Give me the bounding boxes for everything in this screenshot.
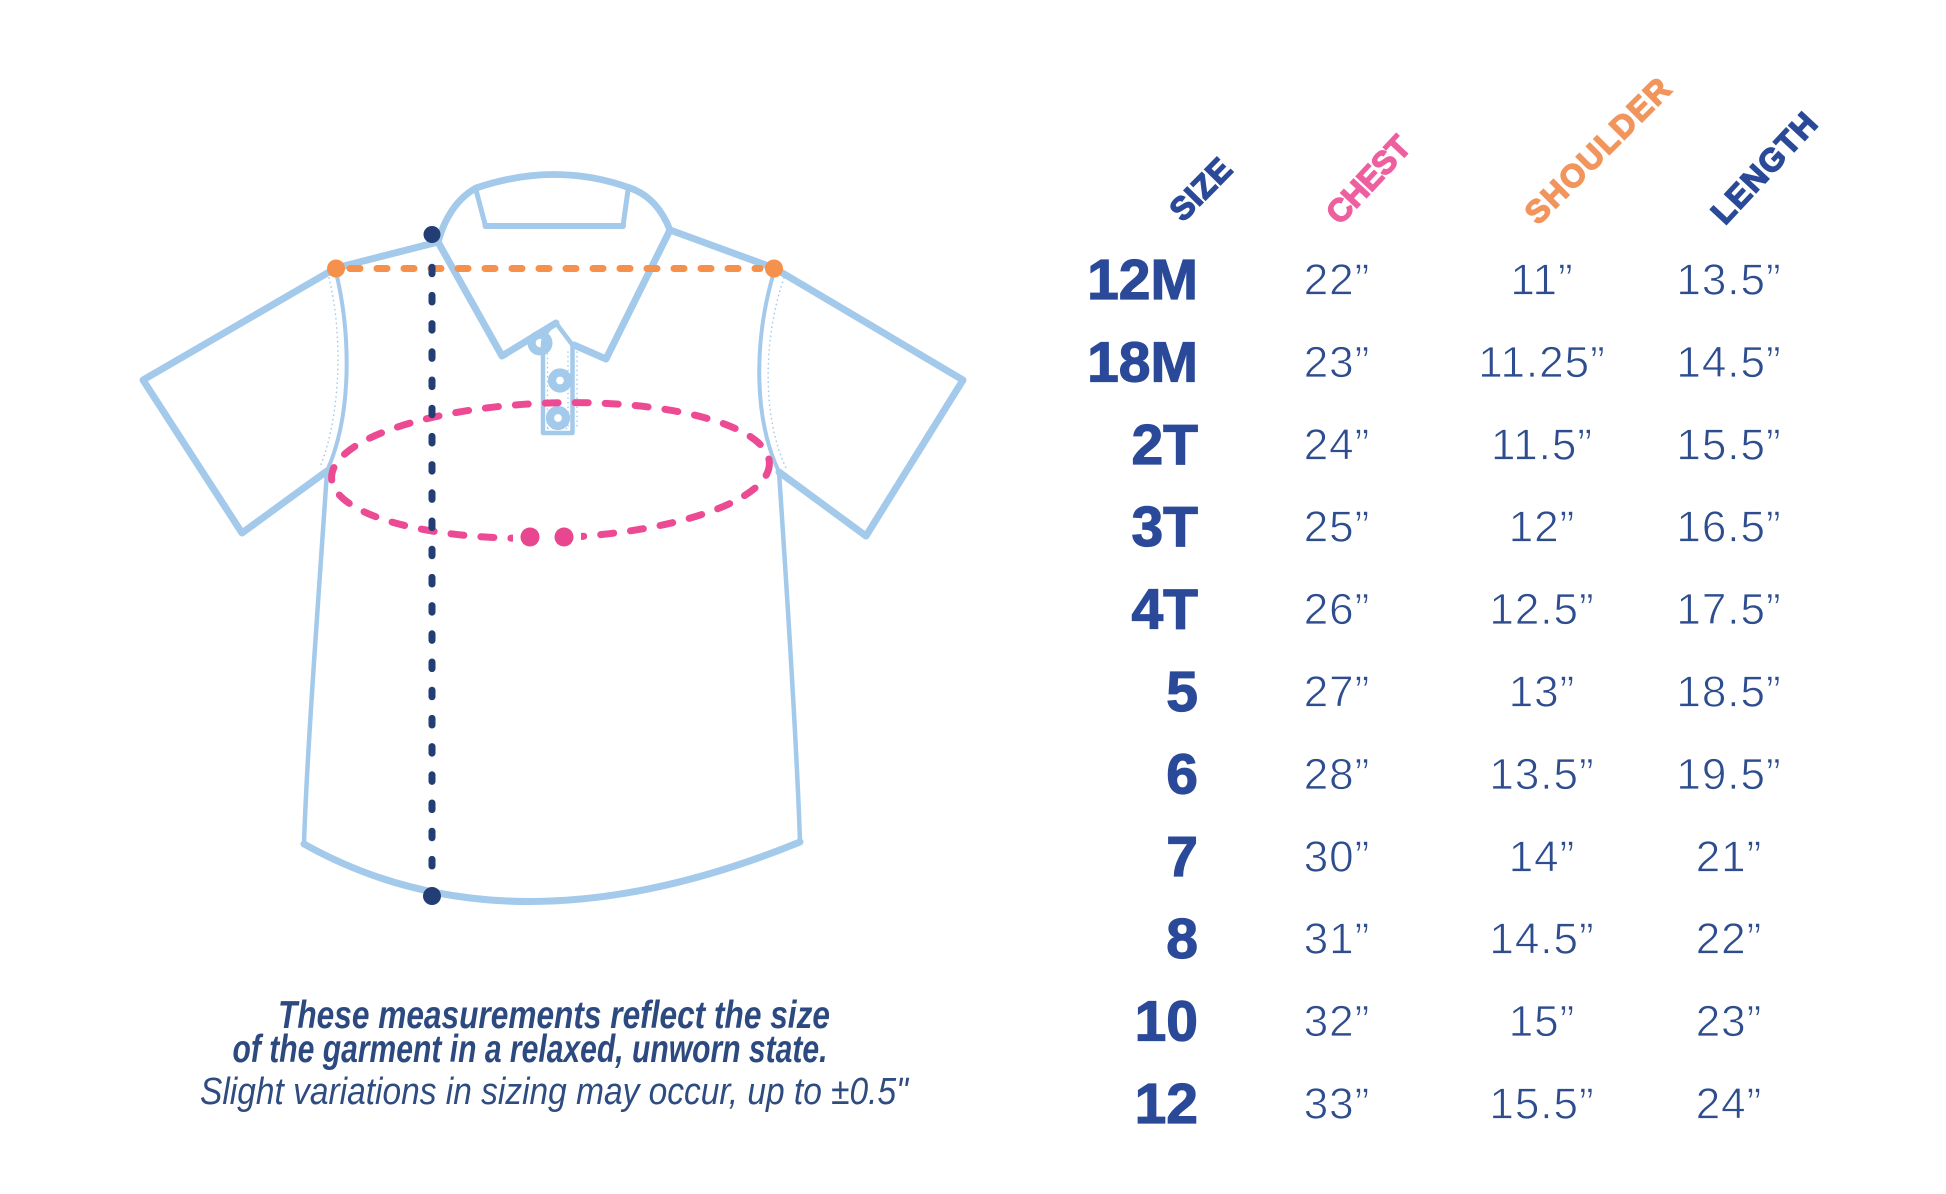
svg-text:14”: 14” xyxy=(1509,832,1576,881)
svg-text:22”: 22” xyxy=(1696,915,1763,964)
svg-text:30”: 30” xyxy=(1304,832,1371,881)
svg-text:14.5”: 14.5” xyxy=(1676,338,1781,387)
svg-text:11”: 11” xyxy=(1510,256,1573,305)
svg-text:5: 5 xyxy=(1166,660,1198,724)
svg-text:11.25”: 11.25” xyxy=(1478,338,1606,387)
svg-text:Slight variations in sizing ma: Slight variations in sizing may occur, u… xyxy=(200,1071,909,1113)
svg-text:LENGTH: LENGTH xyxy=(1704,104,1825,230)
svg-text:23”: 23” xyxy=(1304,338,1371,387)
svg-text:6: 6 xyxy=(1166,742,1198,806)
svg-text:14.5”: 14.5” xyxy=(1489,915,1594,964)
svg-text:33”: 33” xyxy=(1304,1080,1371,1129)
svg-text:26”: 26” xyxy=(1304,585,1371,634)
svg-text:2T: 2T xyxy=(1131,413,1198,477)
svg-text:25”: 25” xyxy=(1304,503,1371,552)
svg-text:23”: 23” xyxy=(1696,997,1763,1046)
svg-text:15.5”: 15.5” xyxy=(1676,420,1781,469)
svg-text:SIZE: SIZE xyxy=(1162,151,1239,228)
svg-text:3T: 3T xyxy=(1131,495,1198,559)
svg-text:24”: 24” xyxy=(1696,1080,1763,1129)
svg-text:4T: 4T xyxy=(1131,578,1198,642)
svg-text:16.5”: 16.5” xyxy=(1676,503,1781,552)
svg-text:12”: 12” xyxy=(1509,503,1576,552)
svg-text:15.5”: 15.5” xyxy=(1489,1080,1594,1129)
svg-text:SHOULDER: SHOULDER xyxy=(1517,69,1678,230)
svg-text:12.5”: 12.5” xyxy=(1489,585,1594,634)
svg-text:28”: 28” xyxy=(1304,750,1371,799)
svg-text:32”: 32” xyxy=(1304,997,1371,1046)
svg-text:13.5”: 13.5” xyxy=(1676,256,1781,305)
svg-text:10: 10 xyxy=(1135,990,1198,1054)
svg-text:of the garment in a relaxed, u: of the garment in a relaxed, unworn stat… xyxy=(233,1028,828,1071)
svg-text:19.5”: 19.5” xyxy=(1676,750,1781,799)
svg-text:24”: 24” xyxy=(1304,420,1371,469)
svg-text:31”: 31” xyxy=(1304,915,1371,964)
svg-text:13.5”: 13.5” xyxy=(1489,750,1594,799)
svg-text:13”: 13” xyxy=(1509,668,1576,717)
svg-text:17.5”: 17.5” xyxy=(1676,585,1781,634)
svg-text:18.5”: 18.5” xyxy=(1676,668,1781,717)
svg-text:15”: 15” xyxy=(1509,997,1576,1046)
svg-text:21”: 21” xyxy=(1696,832,1763,881)
svg-text:8: 8 xyxy=(1166,907,1198,971)
svg-text:CHEST: CHEST xyxy=(1319,128,1418,231)
svg-text:7: 7 xyxy=(1166,825,1198,889)
svg-text:12: 12 xyxy=(1135,1072,1198,1136)
svg-text:27”: 27” xyxy=(1304,668,1371,717)
svg-text:18M: 18M xyxy=(1087,330,1198,394)
svg-text:11.5”: 11.5” xyxy=(1491,420,1593,469)
svg-text:22”: 22” xyxy=(1304,256,1371,305)
svg-text:12M: 12M xyxy=(1087,248,1198,312)
svg-text:These measurements reflect the: These measurements reflect the size xyxy=(278,994,830,1037)
